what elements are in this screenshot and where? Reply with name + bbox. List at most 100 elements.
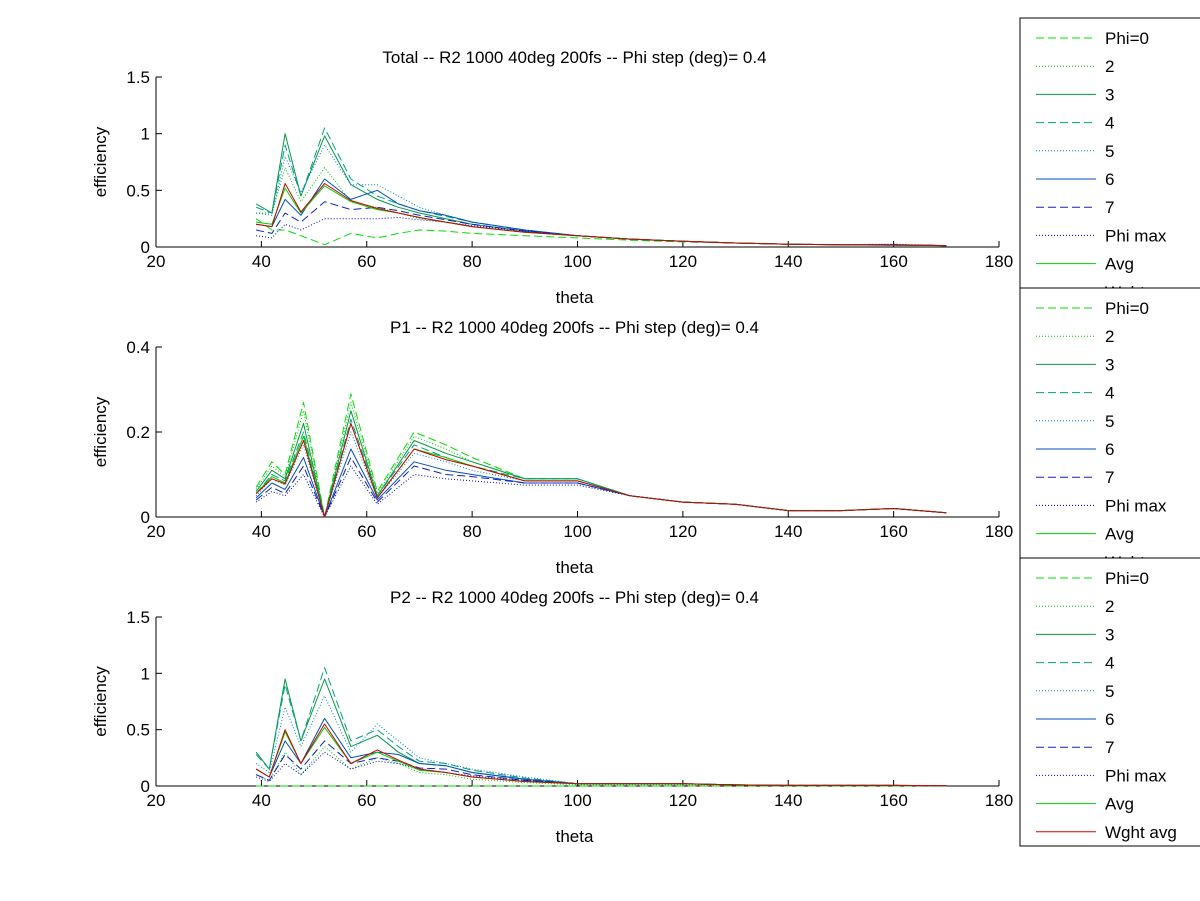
x-tick-label: 20 [147,522,166,541]
series-line-2 [256,167,947,247]
legend-label: Wght avg [1105,823,1177,842]
x-tick-label: 80 [463,791,482,810]
y-tick-label: 1.5 [126,608,150,627]
x-tick-label: 180 [985,252,1013,271]
x-tick-label: 80 [463,252,482,271]
x-tick-label: 180 [985,522,1013,541]
legend-label: 4 [1105,654,1114,673]
chart-title: Total -- R2 1000 40deg 200fs -- Phi step… [382,48,766,67]
y-tick-label: 0 [141,508,150,527]
x-tick-label: 40 [252,522,271,541]
series-line-2 [255,746,947,787]
legend-label: Phi=0 [1105,569,1149,588]
series-line-phi-0 [255,393,947,518]
chart-title: P2 -- R2 1000 40deg 200fs -- Phi step (d… [390,588,759,607]
x-tick-label: 60 [357,522,376,541]
series-line-5 [255,695,947,787]
y-axis-label: efficiency [91,666,110,737]
legend-label: 7 [1105,738,1114,757]
legend-label: 3 [1105,625,1114,644]
series-line-6 [255,448,947,518]
legend-3: Phi=0 2 3 4 5 6 7 Phi max Avg Wght avg [1019,557,1200,847]
legend-1: Phi=0 2 3 4 5 6 7 Phi max Avg Wght avg [1019,17,1200,291]
series-line-phi-max [256,217,947,247]
chart-3: 20 40 60 80 100 120 140 160 180 0 0.5 1 1.5 P2 -- R2 … [91,588,1013,846]
y-tick-label: 0.2 [126,423,150,442]
legend-label: Phi=0 [1105,29,1149,48]
x-tick-label: 20 [147,791,166,810]
x-tick-label: 160 [879,522,907,541]
x-tick-label: 100 [563,791,591,810]
legend-label: 4 [1105,114,1114,133]
series-line-7 [255,457,947,518]
x-tick-label: 160 [879,252,907,271]
series-line-3 [255,133,947,247]
legend-label: 4 [1105,384,1114,403]
legend-label: 3 [1105,355,1114,374]
series-line-phi-max [255,751,947,787]
x-tick-label: 180 [985,791,1013,810]
series-line-7 [255,740,947,787]
legend-label: 7 [1105,468,1114,487]
legend-label: 2 [1105,597,1114,616]
series-line-wght-avg [255,423,947,518]
x-tick-label: 60 [357,252,376,271]
legend-2: Phi=0 2 3 4 5 6 7 Phi max Avg Wght avg [1019,287,1200,572]
y-tick-label: 0.5 [126,721,150,740]
y-tick-label: 1 [141,664,150,683]
series-line-3 [255,678,947,787]
legend-label: 5 [1105,682,1114,701]
x-tick-label: 100 [563,522,591,541]
y-tick-label: 0 [141,238,150,257]
x-tick-label: 120 [669,522,697,541]
legend-label: Avg [1105,795,1134,814]
y-tick-label: 0.5 [126,181,150,200]
series-line-wght-avg [256,183,947,247]
legend-label: 3 [1105,85,1114,104]
legend-label: Phi max [1105,766,1167,785]
series-line-7 [255,201,947,247]
x-tick-label: 60 [357,791,376,810]
legend-label: 2 [1105,327,1114,346]
x-tick-label: 40 [252,252,271,271]
legend-label: Phi max [1105,496,1167,515]
x-tick-label: 160 [879,791,907,810]
y-tick-label: 0.4 [126,338,150,357]
legend-label: Wght avg [1105,553,1177,572]
legend-box [1019,557,1200,847]
legend-label: 2 [1105,57,1114,76]
x-tick-label: 100 [563,252,591,271]
chart-2: 20 40 60 80 100 120 140 160 180 0 0.2 0.4 P1 -- R2 1… [91,318,1013,577]
legend-label: 6 [1105,170,1114,189]
legend-label: 5 [1105,412,1114,431]
series-line-5 [256,144,947,247]
y-axis-label: efficiency [91,396,110,467]
series-line-4 [255,127,947,247]
x-tick-label: 80 [463,522,482,541]
legend-label: 5 [1105,142,1114,161]
y-axis-label: efficiency [91,126,110,197]
series-line-wght-avg [255,723,947,787]
legend-box [1019,287,1200,561]
x-tick-label: 120 [669,252,697,271]
series-line-6 [255,717,947,787]
x-tick-label: 20 [147,252,166,271]
legend-box [1019,17,1200,291]
y-tick-label: 1 [141,125,150,144]
x-axis-label: theta [556,827,594,846]
series-line-avg [255,726,947,787]
series-line-2 [255,401,947,518]
chart-1: 20 40 60 80 100 120 140 160 180 0 0.5 1 1.5 Total -- … [91,48,1013,307]
series-line-5 [255,431,947,518]
x-tick-label: 140 [774,252,802,271]
legend-label: 6 [1105,710,1114,729]
series-line-avg [256,185,947,247]
series-line-phi-max [255,465,947,518]
x-tick-label: 140 [774,522,802,541]
legend-label: Avg [1105,525,1134,544]
chart-title: P1 -- R2 1000 40deg 200fs -- Phi step (d… [390,318,759,337]
x-tick-label: 40 [252,791,271,810]
x-axis-label: theta [556,558,594,577]
x-tick-label: 120 [669,791,697,810]
